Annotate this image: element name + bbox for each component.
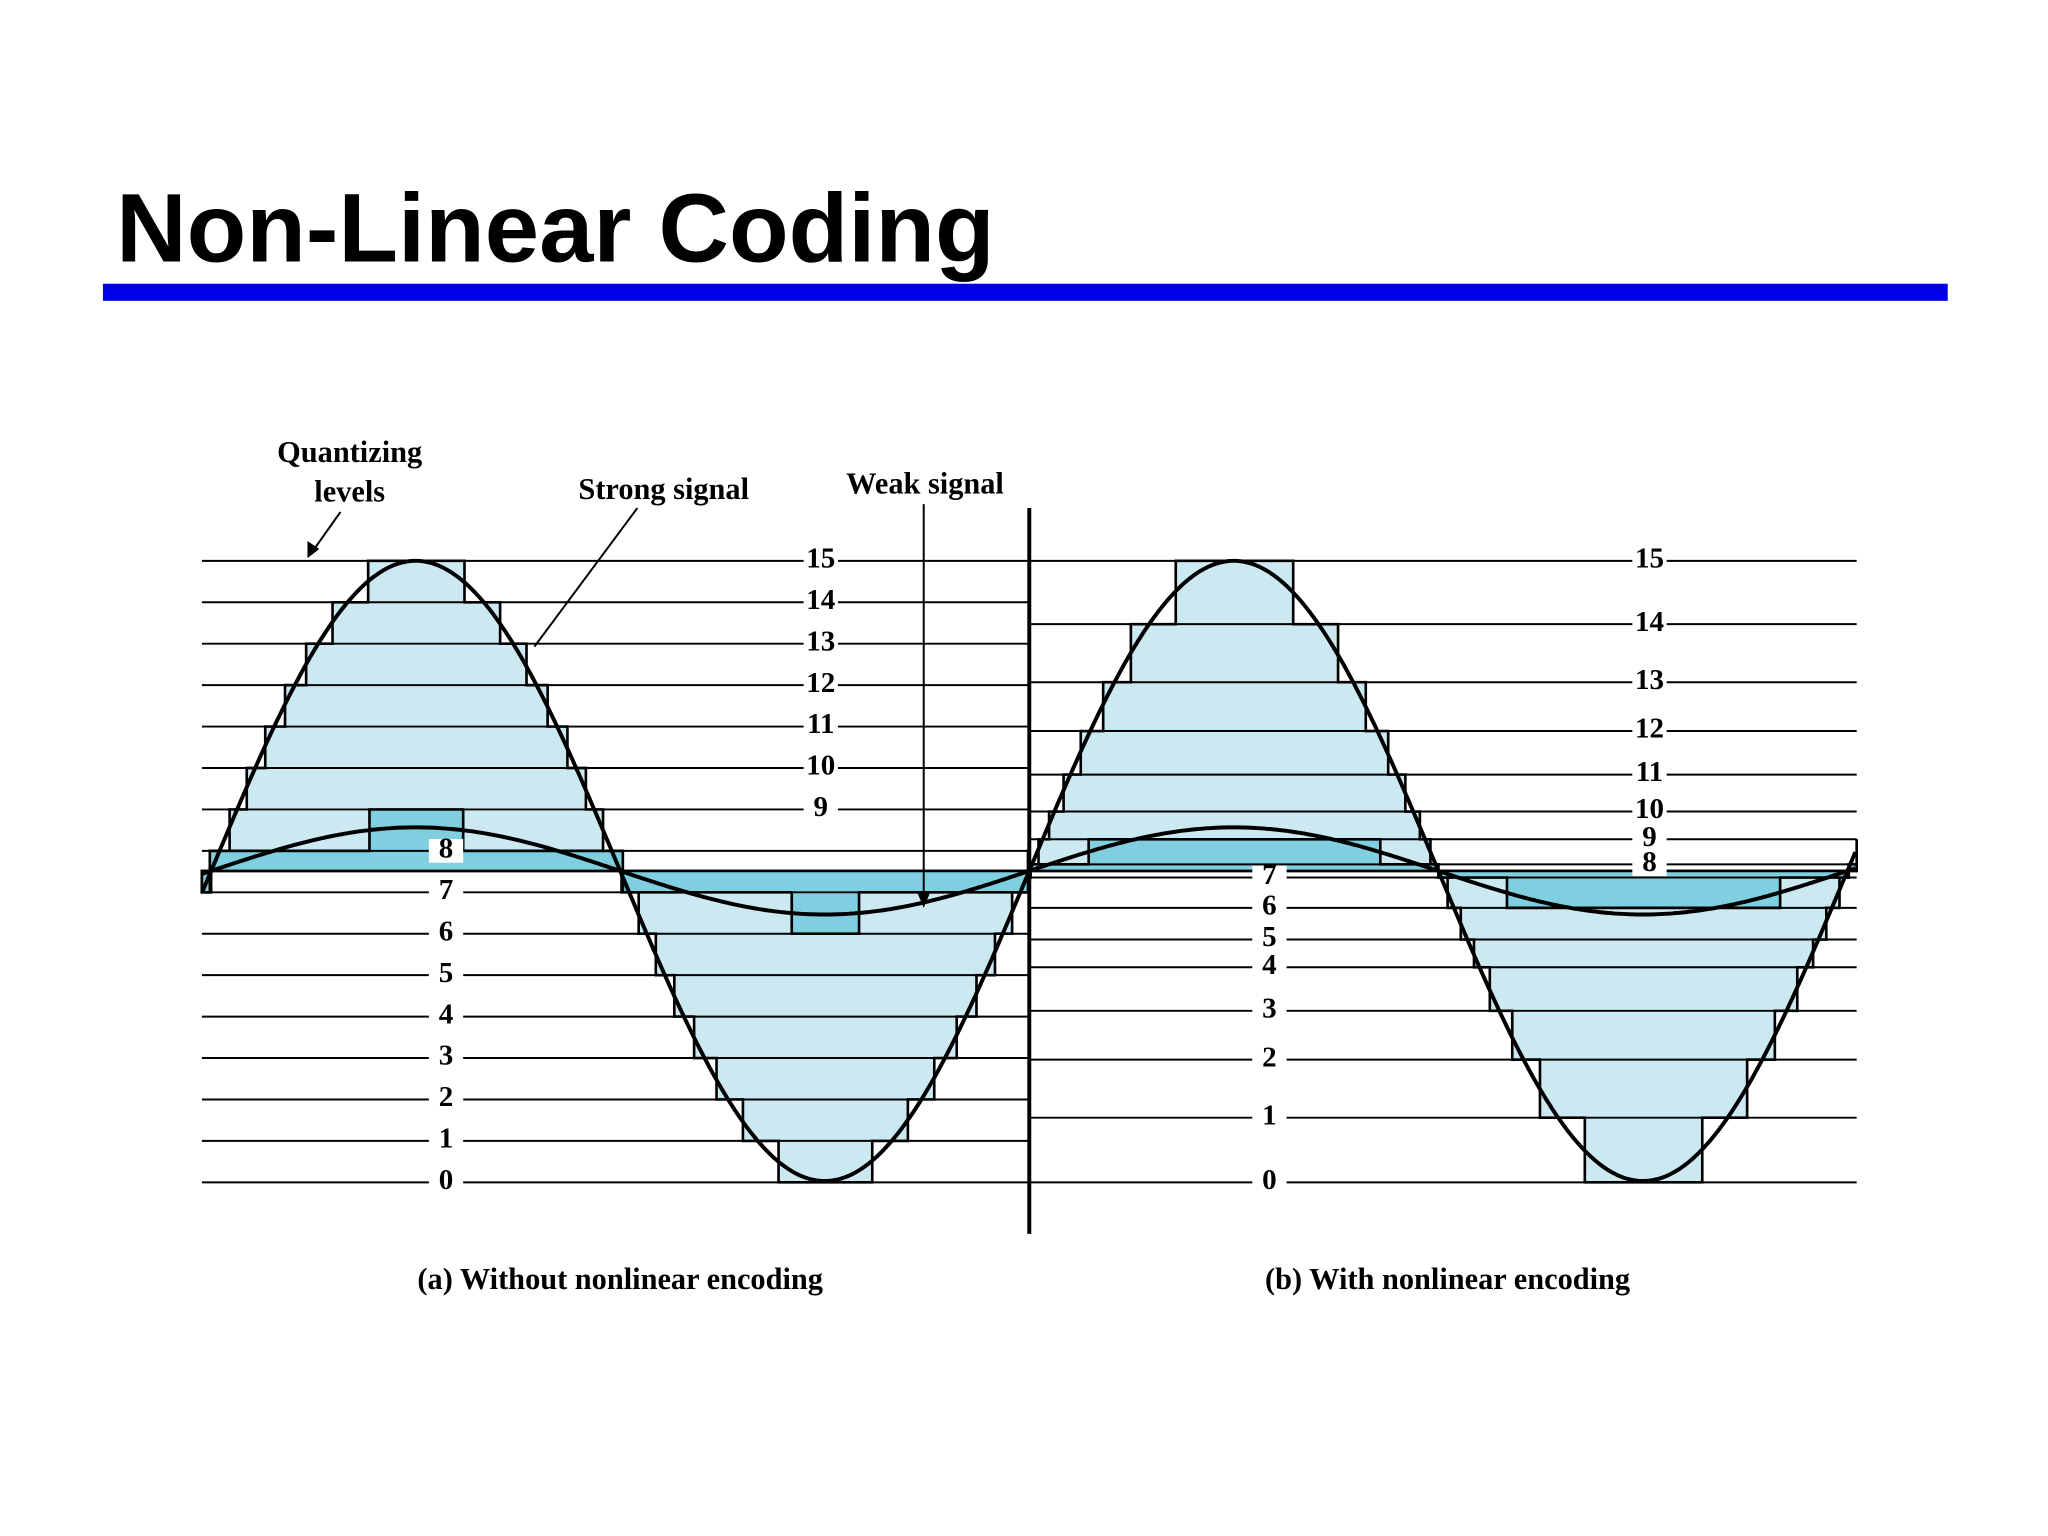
level-label-bg bbox=[428, 1129, 464, 1153]
level-label-bg bbox=[428, 1170, 464, 1195]
level-label: 12 bbox=[1635, 713, 1664, 745]
level-label: 1 bbox=[1262, 1099, 1277, 1131]
strong-signal bbox=[1027, 558, 1858, 1184]
caption-b: (b) With nonlinear encoding bbox=[1265, 1262, 1630, 1296]
level-label: 10 bbox=[806, 750, 835, 782]
level-label-bg bbox=[428, 1004, 464, 1029]
level-label-bg bbox=[1252, 1170, 1287, 1195]
level-label-bg bbox=[803, 590, 838, 615]
title-underline bbox=[102, 283, 1948, 301]
level-label: 1 bbox=[439, 1123, 454, 1155]
level-label: 8 bbox=[1642, 846, 1657, 878]
level-label-bg bbox=[1252, 1105, 1287, 1130]
level-label-bg bbox=[1252, 998, 1287, 1023]
level-label: 9 bbox=[814, 791, 829, 823]
level-label: 0 bbox=[1262, 1164, 1277, 1196]
level-label: 12 bbox=[806, 667, 835, 699]
level-label: 10 bbox=[1635, 793, 1664, 825]
level-label-bg bbox=[803, 548, 838, 573]
caption-a: (a) Without nonlinear encoding bbox=[417, 1262, 823, 1296]
arrowhead bbox=[917, 892, 931, 908]
level-label-bg bbox=[428, 880, 464, 905]
level-label-bg bbox=[803, 631, 838, 656]
weak-signal bbox=[201, 825, 1029, 917]
level-label-bg bbox=[1632, 719, 1667, 743]
level-label-bg bbox=[803, 714, 838, 739]
level-label-bg bbox=[428, 921, 464, 946]
strong-signal bbox=[200, 558, 1030, 1184]
pointer bbox=[310, 511, 342, 554]
level-label-bg bbox=[428, 838, 464, 863]
level-label: 6 bbox=[1262, 890, 1277, 922]
level-label: 9 bbox=[1642, 821, 1657, 853]
level-label: 7 bbox=[1262, 859, 1277, 891]
level-label: 4 bbox=[439, 998, 454, 1030]
level-label-bg bbox=[803, 797, 838, 822]
level-label: 15 bbox=[806, 542, 835, 574]
level-label: 3 bbox=[439, 1040, 454, 1072]
level-label-bg bbox=[1632, 827, 1667, 852]
level-label-bg bbox=[1252, 865, 1287, 890]
arrowhead bbox=[307, 541, 320, 559]
quantizing-label: Quantizing bbox=[277, 435, 422, 469]
level-label: 3 bbox=[1262, 992, 1277, 1024]
level-label: 15 bbox=[1635, 542, 1664, 574]
pointer bbox=[533, 507, 639, 648]
level-label-bg bbox=[1632, 852, 1667, 877]
level-label-bg bbox=[1632, 612, 1667, 637]
slide-title: Non-Linear Coding bbox=[116, 173, 995, 282]
quantizing-label: levels bbox=[314, 474, 385, 508]
level-label-bg bbox=[803, 673, 838, 698]
weak-signal-label: Weak signal bbox=[846, 467, 1004, 501]
level-label-bg bbox=[428, 963, 464, 988]
level-label-bg bbox=[1252, 1047, 1287, 1072]
level-label: 11 bbox=[807, 708, 834, 740]
level-label-bg bbox=[1632, 799, 1667, 824]
level-label: 14 bbox=[1635, 606, 1664, 638]
level-label: 8 bbox=[439, 833, 454, 865]
level-label-bg bbox=[1252, 896, 1287, 920]
level-label: 0 bbox=[439, 1164, 454, 1196]
level-label-bg bbox=[1632, 762, 1667, 787]
level-label-bg bbox=[1632, 670, 1667, 695]
level-label-bg bbox=[428, 1046, 464, 1070]
level-label: 7 bbox=[439, 874, 454, 906]
level-label: 5 bbox=[1262, 921, 1277, 953]
level-label: 5 bbox=[439, 957, 454, 989]
level-label: 14 bbox=[806, 584, 835, 616]
annotations: Quantizing levels Strong signal Weak sig… bbox=[277, 435, 1630, 1296]
level-label: 6 bbox=[439, 915, 454, 947]
level-label: 11 bbox=[1636, 756, 1663, 788]
level-label-bg bbox=[1252, 927, 1287, 952]
level-label: 13 bbox=[806, 625, 835, 657]
level-label: 2 bbox=[1262, 1041, 1277, 1073]
level-label: 13 bbox=[1635, 664, 1664, 696]
level-label: 2 bbox=[439, 1081, 454, 1113]
level-label: 4 bbox=[1262, 949, 1277, 981]
strong-signal-label: Strong signal bbox=[578, 472, 749, 506]
weak-signal bbox=[1028, 825, 1856, 917]
level-label-bg bbox=[1632, 548, 1667, 573]
level-label-bg bbox=[1252, 955, 1287, 980]
level-label-bg bbox=[803, 756, 838, 780]
level-label-bg bbox=[428, 1087, 464, 1112]
